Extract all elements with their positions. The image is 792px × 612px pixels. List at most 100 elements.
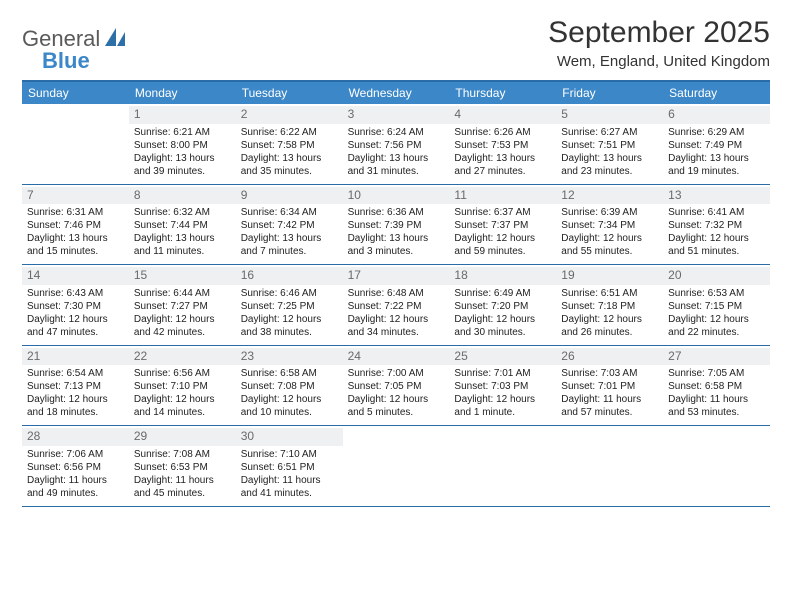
daylight-text: Daylight: 11 hours and 45 minutes. [134,474,231,500]
week-row: 7Sunrise: 6:31 AMSunset: 7:46 PMDaylight… [22,185,770,266]
day-header: Monday [129,82,236,104]
daylight-text: Daylight: 11 hours and 53 minutes. [668,393,765,419]
day-number: 3 [343,106,450,124]
daylight-text: Daylight: 12 hours and 55 minutes. [561,232,658,258]
day-cell: 28Sunrise: 7:06 AMSunset: 6:56 PMDayligh… [22,426,129,506]
day-cell: 26Sunrise: 7:03 AMSunset: 7:01 PMDayligh… [556,346,663,426]
day-cell: 3 Sunrise: 6:24 AMSunset: 7:56 PMDaylight… [343,104,450,184]
sunset-text: Sunset: 7:37 PM [454,219,551,232]
day-number: 28 [22,428,129,446]
week-row: .1 Sunrise: 6:21 AMSunset: 8:00 PM Dayligh… [22,104,770,185]
sunrise-text: Sunrise: 6:48 AM [348,287,445,300]
daylight-text: Daylight: 13 hours and 19 minutes. [668,152,765,178]
sunset-text: Sunset: 6:53 PM [134,461,231,474]
sunrise-text: Sunrise: 6:58 AM [241,367,338,380]
day-cell: . [22,104,129,184]
daylight-text: Daylight: 12 hours and 14 minutes. [134,393,231,419]
day-cell: 22Sunrise: 6:56 AMSunset: 7:10 PMDayligh… [129,346,236,426]
sunset-text: Sunset: 6:56 PM [27,461,124,474]
day-cell: 29Sunrise: 7:08 AMSunset: 6:53 PMDayligh… [129,426,236,506]
day-number: 4 [449,106,556,124]
day-cell: 30Sunrise: 7:10 AMSunset: 6:51 PMDayligh… [236,426,343,506]
logo-text-blue: Blue [42,48,90,74]
day-cell: 20Sunrise: 6:53 AMSunset: 7:15 PMDayligh… [663,265,770,345]
sunset-text: Sunset: 7:56 PM [348,139,445,152]
logo: General [22,16,129,52]
day-number: 15 [129,267,236,285]
day-number: 2 [236,106,343,124]
day-cell: 18Sunrise: 6:49 AMSunset: 7:20 PMDayligh… [449,265,556,345]
day-number: 21 [22,348,129,366]
sunrise-text: Sunrise: 7:08 AM [134,448,231,461]
sunset-text: Sunset: 7:49 PM [668,139,765,152]
sunset-text: Sunset: 7:01 PM [561,380,658,393]
day-cell: 1Sunrise: 6:21 AMSunset: 8:00 PMDaylight… [129,104,236,184]
daylight-text: Daylight: 12 hours and 22 minutes. [668,313,765,339]
day-number: 11 [449,187,556,205]
day-header: Tuesday [236,82,343,104]
day-number: 8 [129,187,236,205]
sunset-text: Sunset: 7:25 PM [241,300,338,313]
daylight-text: Daylight: 13 hours and 11 minutes. [134,232,231,258]
daylight-text: Daylight: 13 hours and 35 minutes. [241,152,338,178]
location: Wem, England, United Kingdom [548,53,770,70]
sunset-text: Sunset: 7:10 PM [134,380,231,393]
daylight-text: Daylight: 11 hours and 57 minutes. [561,393,658,419]
day-cell: 11Sunrise: 6:37 AMSunset: 7:37 PMDayligh… [449,185,556,265]
day-number: 16 [236,267,343,285]
day-header: Thursday [449,82,556,104]
day-number: 26 [556,348,663,366]
month-title: September 2025 [548,16,770,50]
day-cell: . [449,426,556,506]
day-cell: 13Sunrise: 6:41 AMSunset: 7:32 PMDayligh… [663,185,770,265]
sunset-text: Sunset: 7:32 PM [668,219,765,232]
sunset-text: Sunset: 8:00 PM [134,139,231,152]
daylight-text: Daylight: 12 hours and 47 minutes. [27,313,124,339]
sunrise-text: Sunrise: 6:24 AM [348,126,445,139]
sunset-text: Sunset: 7:51 PM [561,139,658,152]
sunrise-text: Sunrise: 6:37 AM [454,206,551,219]
daylight-text: Daylight: 12 hours and 1 minute. [454,393,551,419]
sunrise-text: Sunrise: 6:26 AM [454,126,551,139]
sunset-text: Sunset: 7:22 PM [348,300,445,313]
sunset-text: Sunset: 7:42 PM [241,219,338,232]
daylight-text: Daylight: 13 hours and 31 minutes. [348,152,445,178]
day-number: 23 [236,348,343,366]
day-header: Friday [556,82,663,104]
sunrise-text: Sunrise: 6:53 AM [668,287,765,300]
sunrise-text: Sunrise: 6:21 AM [134,126,231,139]
sunset-text: Sunset: 7:44 PM [134,219,231,232]
sunrise-text: Sunrise: 6:43 AM [27,287,124,300]
day-number: 1 [129,106,236,124]
day-cell: 23Sunrise: 6:58 AMSunset: 7:08 PMDayligh… [236,346,343,426]
day-number: 13 [663,187,770,205]
sunrise-text: Sunrise: 6:51 AM [561,287,658,300]
daylight-text: Daylight: 13 hours and 15 minutes. [27,232,124,258]
daylight-text: Daylight: 12 hours and 5 minutes. [348,393,445,419]
day-header: Sunday [22,82,129,104]
sunrise-text: Sunrise: 6:32 AM [134,206,231,219]
week-row: 21Sunrise: 6:54 AMSunset: 7:13 PMDayligh… [22,346,770,427]
day-number: 27 [663,348,770,366]
day-cell: 15Sunrise: 6:44 AMSunset: 7:27 PMDayligh… [129,265,236,345]
day-cell: 6Sunrise: 6:29 AMSunset: 7:49 PMDaylight… [663,104,770,184]
daylight-text: Daylight: 12 hours and 34 minutes. [348,313,445,339]
day-cell: . [343,426,450,506]
day-header: Saturday [663,82,770,104]
day-cell: 7Sunrise: 6:31 AMSunset: 7:46 PMDaylight… [22,185,129,265]
day-number: 6 [663,106,770,124]
day-cell: 21Sunrise: 6:54 AMSunset: 7:13 PMDayligh… [22,346,129,426]
day-cell: 10Sunrise: 6:36 AMSunset: 7:39 PMDayligh… [343,185,450,265]
sunset-text: Sunset: 7:34 PM [561,219,658,232]
sunset-text: Sunset: 6:58 PM [668,380,765,393]
day-cell: 8Sunrise: 6:32 AMSunset: 7:44 PMDaylight… [129,185,236,265]
day-cell: . [663,426,770,506]
week-row: 28Sunrise: 7:06 AMSunset: 6:56 PMDayligh… [22,426,770,507]
daylight-text: Daylight: 11 hours and 41 minutes. [241,474,338,500]
sunset-text: Sunset: 7:58 PM [241,139,338,152]
day-cell: 17Sunrise: 6:48 AMSunset: 7:22 PMDayligh… [343,265,450,345]
day-number: 25 [449,348,556,366]
day-cell: 2Sunrise: 6:22 AMSunset: 7:58 PMDaylight… [236,104,343,184]
sunrise-text: Sunrise: 6:34 AM [241,206,338,219]
day-cell: 19Sunrise: 6:51 AMSunset: 7:18 PMDayligh… [556,265,663,345]
